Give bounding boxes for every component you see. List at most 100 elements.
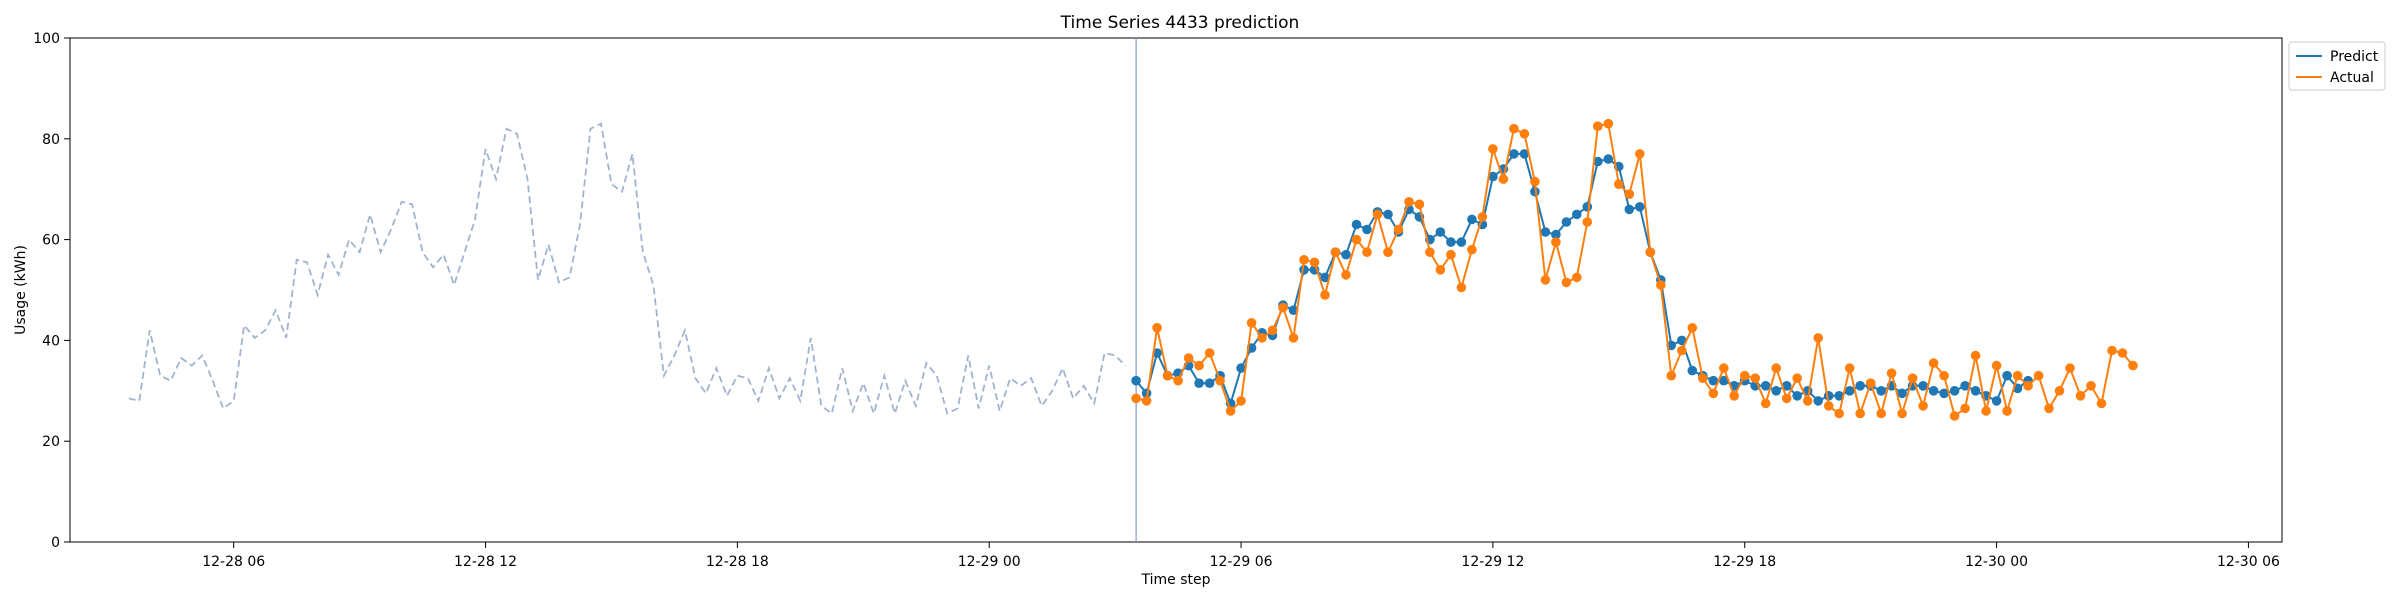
- data-point-actual: [1928, 358, 1939, 368]
- data-point-actual: [1393, 224, 1404, 235]
- chart-title: Time Series 4433 prediction: [1060, 13, 1300, 33]
- data-point-actual: [1970, 350, 1981, 361]
- plot-frame: [69, 37, 2283, 543]
- data-point-actual: [1246, 318, 1257, 328]
- data-point-actual: [1467, 244, 1477, 255]
- data-point-actual: [1551, 237, 1561, 247]
- y-tick-label: 20: [42, 434, 60, 450]
- data-point-predict: [1781, 381, 1792, 391]
- legend: Predict Actual: [2288, 41, 2386, 91]
- data-point-predict: [1551, 229, 1561, 240]
- history-series: [128, 122, 1127, 417]
- data-point-predict: [1561, 217, 1572, 227]
- data-point-actual: [1582, 217, 1593, 227]
- data-point-predict: [2002, 370, 2012, 381]
- data-point-predict: [1593, 156, 1603, 167]
- data-point-predict: [1582, 202, 1593, 212]
- data-point-actual: [1855, 408, 1865, 419]
- data-point-actual: [2044, 403, 2054, 414]
- data-point-actual: [1362, 247, 1372, 257]
- data-point-predict: [1131, 375, 1141, 386]
- data-point-predict: [1918, 381, 1928, 391]
- data-point-predict: [1876, 386, 1886, 396]
- series-line-actual: [1135, 122, 2134, 418]
- legend-actual-label: Actual: [2330, 70, 2374, 86]
- data-point-actual: [1614, 179, 1624, 189]
- data-point-actual: [1572, 272, 1582, 283]
- data-point-actual: [1865, 378, 1876, 389]
- data-point-predict: [1719, 375, 1729, 386]
- data-point-actual: [1530, 176, 1540, 187]
- data-point-actual: [1509, 123, 1519, 134]
- data-point-predict: [1635, 202, 1645, 212]
- data-point-predict: [1834, 391, 1844, 401]
- data-point-actual: [1876, 408, 1886, 419]
- data-point-predict: [1991, 396, 2002, 406]
- data-point-predict: [1813, 396, 1823, 406]
- y-tick-label: 0: [51, 535, 60, 551]
- data-point-predict: [1624, 204, 1635, 215]
- data-point-actual: [1257, 333, 1267, 343]
- x-tick-label: 12-29 00: [958, 554, 1021, 570]
- x-axis-label: Time step: [1141, 572, 1211, 588]
- data-point-actual: [1918, 401, 1928, 411]
- data-point-actual: [1162, 370, 1173, 381]
- data-point-actual: [1656, 280, 1666, 290]
- data-point-predict: [1194, 378, 1204, 389]
- data-point-predict: [1960, 381, 1970, 391]
- series-actual: [1131, 118, 2138, 421]
- data-point-predict: [1823, 391, 1834, 401]
- data-point-actual: [1981, 406, 1991, 416]
- data-point-actual: [1760, 398, 1771, 409]
- data-point-predict: [1204, 378, 1215, 389]
- data-point-actual: [1435, 265, 1446, 275]
- data-point-predict: [1509, 149, 1519, 159]
- data-point-actual: [1635, 149, 1645, 159]
- data-point-actual: [1446, 249, 1456, 260]
- data-point-predict: [1467, 214, 1477, 225]
- data-point-actual: [2023, 381, 2033, 391]
- data-point-actual: [1267, 325, 1278, 336]
- data-point-predict: [1446, 237, 1456, 247]
- data-point-actual: [2117, 348, 2128, 358]
- data-point-actual: [1215, 375, 1225, 386]
- data-point-predict: [1708, 375, 1719, 386]
- data-point-actual: [1488, 144, 1498, 154]
- data-point-actual: [1236, 396, 1246, 406]
- data-point-actual: [2012, 370, 2023, 381]
- data-point-predict: [1771, 386, 1781, 396]
- data-point-actual: [1173, 375, 1183, 386]
- data-point-actual: [2002, 406, 2012, 416]
- data-point-actual: [1907, 373, 1918, 384]
- data-point-predict: [1519, 149, 1530, 159]
- data-point-actual: [1456, 282, 1467, 293]
- data-point-predict: [1351, 219, 1362, 230]
- data-point-actual: [1204, 348, 1215, 358]
- data-point-actual: [1802, 396, 1813, 406]
- data-point-actual: [1729, 391, 1739, 401]
- data-point-predict: [1435, 227, 1446, 237]
- data-point-actual: [1666, 370, 1677, 381]
- data-point-actual: [2096, 398, 2107, 409]
- data-point-predict: [1320, 272, 1330, 283]
- data-point-actual: [1834, 408, 1844, 419]
- data-point-predict: [1572, 209, 1582, 220]
- data-point-predict: [1687, 365, 1698, 376]
- data-point-actual: [1645, 247, 1656, 257]
- data-point-predict: [1236, 363, 1246, 373]
- data-point-actual: [1739, 370, 1750, 381]
- data-point-actual: [1320, 290, 1330, 300]
- data-point-predict: [1855, 381, 1865, 391]
- data-point-actual: [1477, 212, 1488, 222]
- data-point-actual: [1960, 403, 1970, 414]
- x-tick-label: 12-29 18: [1713, 554, 1776, 570]
- data-point-actual: [2107, 345, 2117, 356]
- data-point-actual: [1593, 121, 1603, 131]
- data-point-actual: [1278, 302, 1288, 313]
- data-point-actual: [1698, 373, 1708, 384]
- data-point-predict: [1792, 391, 1802, 401]
- x-tick-label: 12-29 12: [1461, 554, 1524, 570]
- data-point-predict: [1939, 388, 1949, 399]
- data-point-actual: [1719, 363, 1729, 373]
- data-point-actual: [1425, 247, 1435, 257]
